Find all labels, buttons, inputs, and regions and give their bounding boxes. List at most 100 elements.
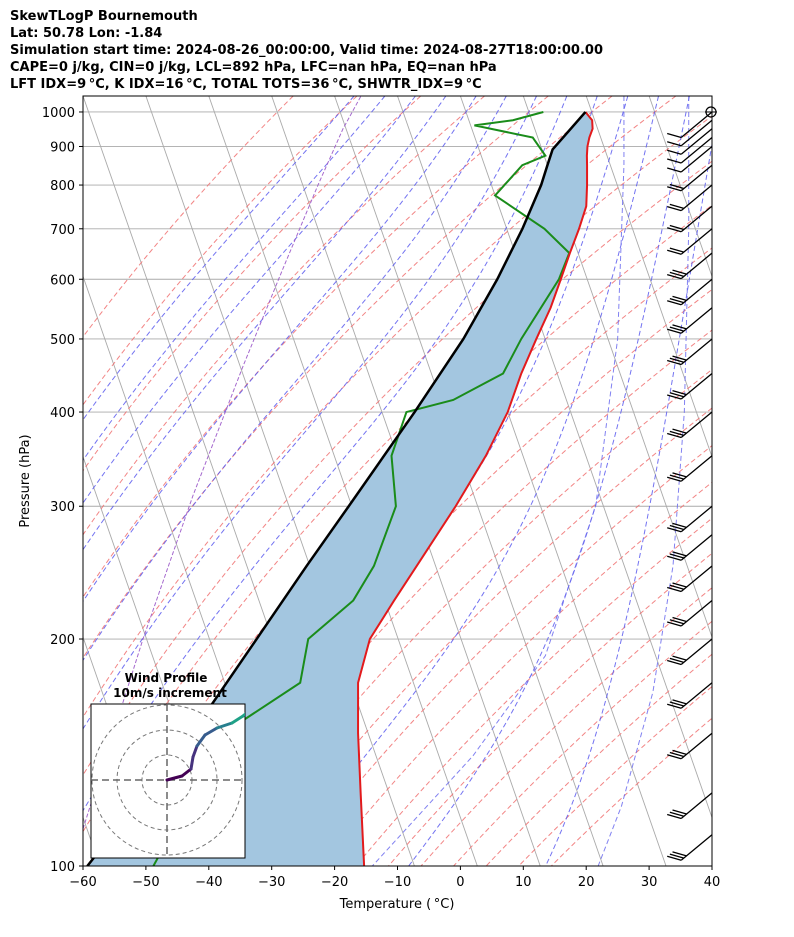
chart-title: SkewTLogP Bournemouth [10,9,198,24]
barb-flag [667,527,682,533]
wind-barb [667,505,713,533]
dry-adiabat-line [83,96,485,536]
wind-barb [667,278,713,306]
barb-flag [672,809,687,815]
barb-flag [672,269,687,275]
inset-plot [91,704,245,858]
y-tick-label: 200 [50,633,75,648]
dewpoint-line [152,111,571,866]
barb-shaft [680,145,713,173]
dry-adiabat-line [83,96,422,472]
moist-adiabat-line [83,96,477,603]
temperature-line [357,111,594,866]
barb-shaft [680,372,713,400]
barb-shaft [680,128,713,155]
barb-flag [672,324,687,330]
barb-flag [667,476,682,482]
y-tick-label: 600 [50,273,75,288]
wind-barb [667,119,713,147]
dry-adiabat-line [83,96,549,598]
wind-barb [667,205,713,233]
chart-title-block: SkewTLogP Bournemouth Lat: 50.78 Lon: -1… [10,8,603,93]
isotherm-line [83,816,101,866]
hodograph-segment [195,733,207,748]
wind-barb [667,252,713,280]
barb-shaft [680,505,713,533]
dry-adiabat-line [83,96,358,406]
wind-barb [667,455,713,482]
hodograph-segment [230,714,245,725]
wind-barb [667,164,713,192]
barb-shaft [680,307,713,334]
hodograph-segment [203,726,219,737]
barb-flag [667,813,682,820]
barb-shaft [680,338,713,365]
hodograph-segment [241,712,245,718]
hodograph-segment [180,767,193,778]
barb-flag [669,811,685,817]
barb-flag [667,855,682,861]
barb-shaft [680,534,713,561]
x-tick-label: −40 [195,875,222,890]
x-tick-label: 0 [456,875,464,890]
barb-flag [672,428,687,434]
barb-flag [667,205,682,212]
y-tick-label: 900 [50,140,75,155]
wind-barb [667,372,713,400]
y-tick-label: 1000 [42,106,75,121]
barb-flag [669,224,685,231]
dry-adiabat-line [355,517,712,866]
location-coordinates: Lat: 50.78 Lon: -1.84 [10,26,163,41]
barb-flag [669,553,685,559]
barb-flag [672,389,687,396]
barb-flag [672,472,687,478]
barb-flag [672,355,687,361]
barb-flag [672,582,687,588]
barb-flag [669,271,685,277]
wind-barb [667,599,713,627]
barb-flag [669,247,685,253]
x-tick-label: −60 [69,875,96,890]
cape-cin-shading [87,111,593,866]
wind-barbs [667,106,717,861]
barb-flag [667,158,682,164]
barb-flag [669,297,685,304]
y-tick-label: 300 [50,500,75,515]
barb-flag [669,392,685,398]
wind-barb [667,228,713,255]
dry-adiabat-line [83,96,613,659]
isotherm-line [397,96,667,866]
wind-barb [667,732,713,760]
barb-flag [667,141,682,147]
inset-title: Wind Profile [125,671,208,685]
dry-adiabat-line [83,160,712,833]
barb-flag [672,851,687,857]
barb-flag [667,586,682,593]
y-tick-label: 400 [50,406,75,421]
wind-barb [667,338,713,366]
isotherm-line [648,96,712,278]
barb-shaft [680,164,713,192]
x-tick-label: 10 [515,875,532,890]
barb-shaft [680,732,713,760]
dry-adiabat-line [388,552,712,866]
wind-barb [667,638,713,666]
isotherm-line [208,96,478,866]
barb-flag [667,132,682,139]
y-tick-label: 100 [50,860,75,875]
barb-flag [669,524,685,531]
hodograph-segment [189,755,195,771]
moist-adiabat-line [83,96,386,462]
dry-adiabat-line [290,445,712,866]
barb-shaft [680,252,713,280]
x-tick-label: 40 [704,875,721,890]
barb-flag [667,300,682,306]
barb-flag [672,616,687,623]
hodograph-segment [191,744,199,759]
barb-flag [667,432,682,439]
index-parameters: LFT IDX=9 °C, K IDX=16 °C, TOTAL TOTS=36… [10,77,482,92]
profiles [86,111,594,866]
barb-flag [667,249,682,255]
